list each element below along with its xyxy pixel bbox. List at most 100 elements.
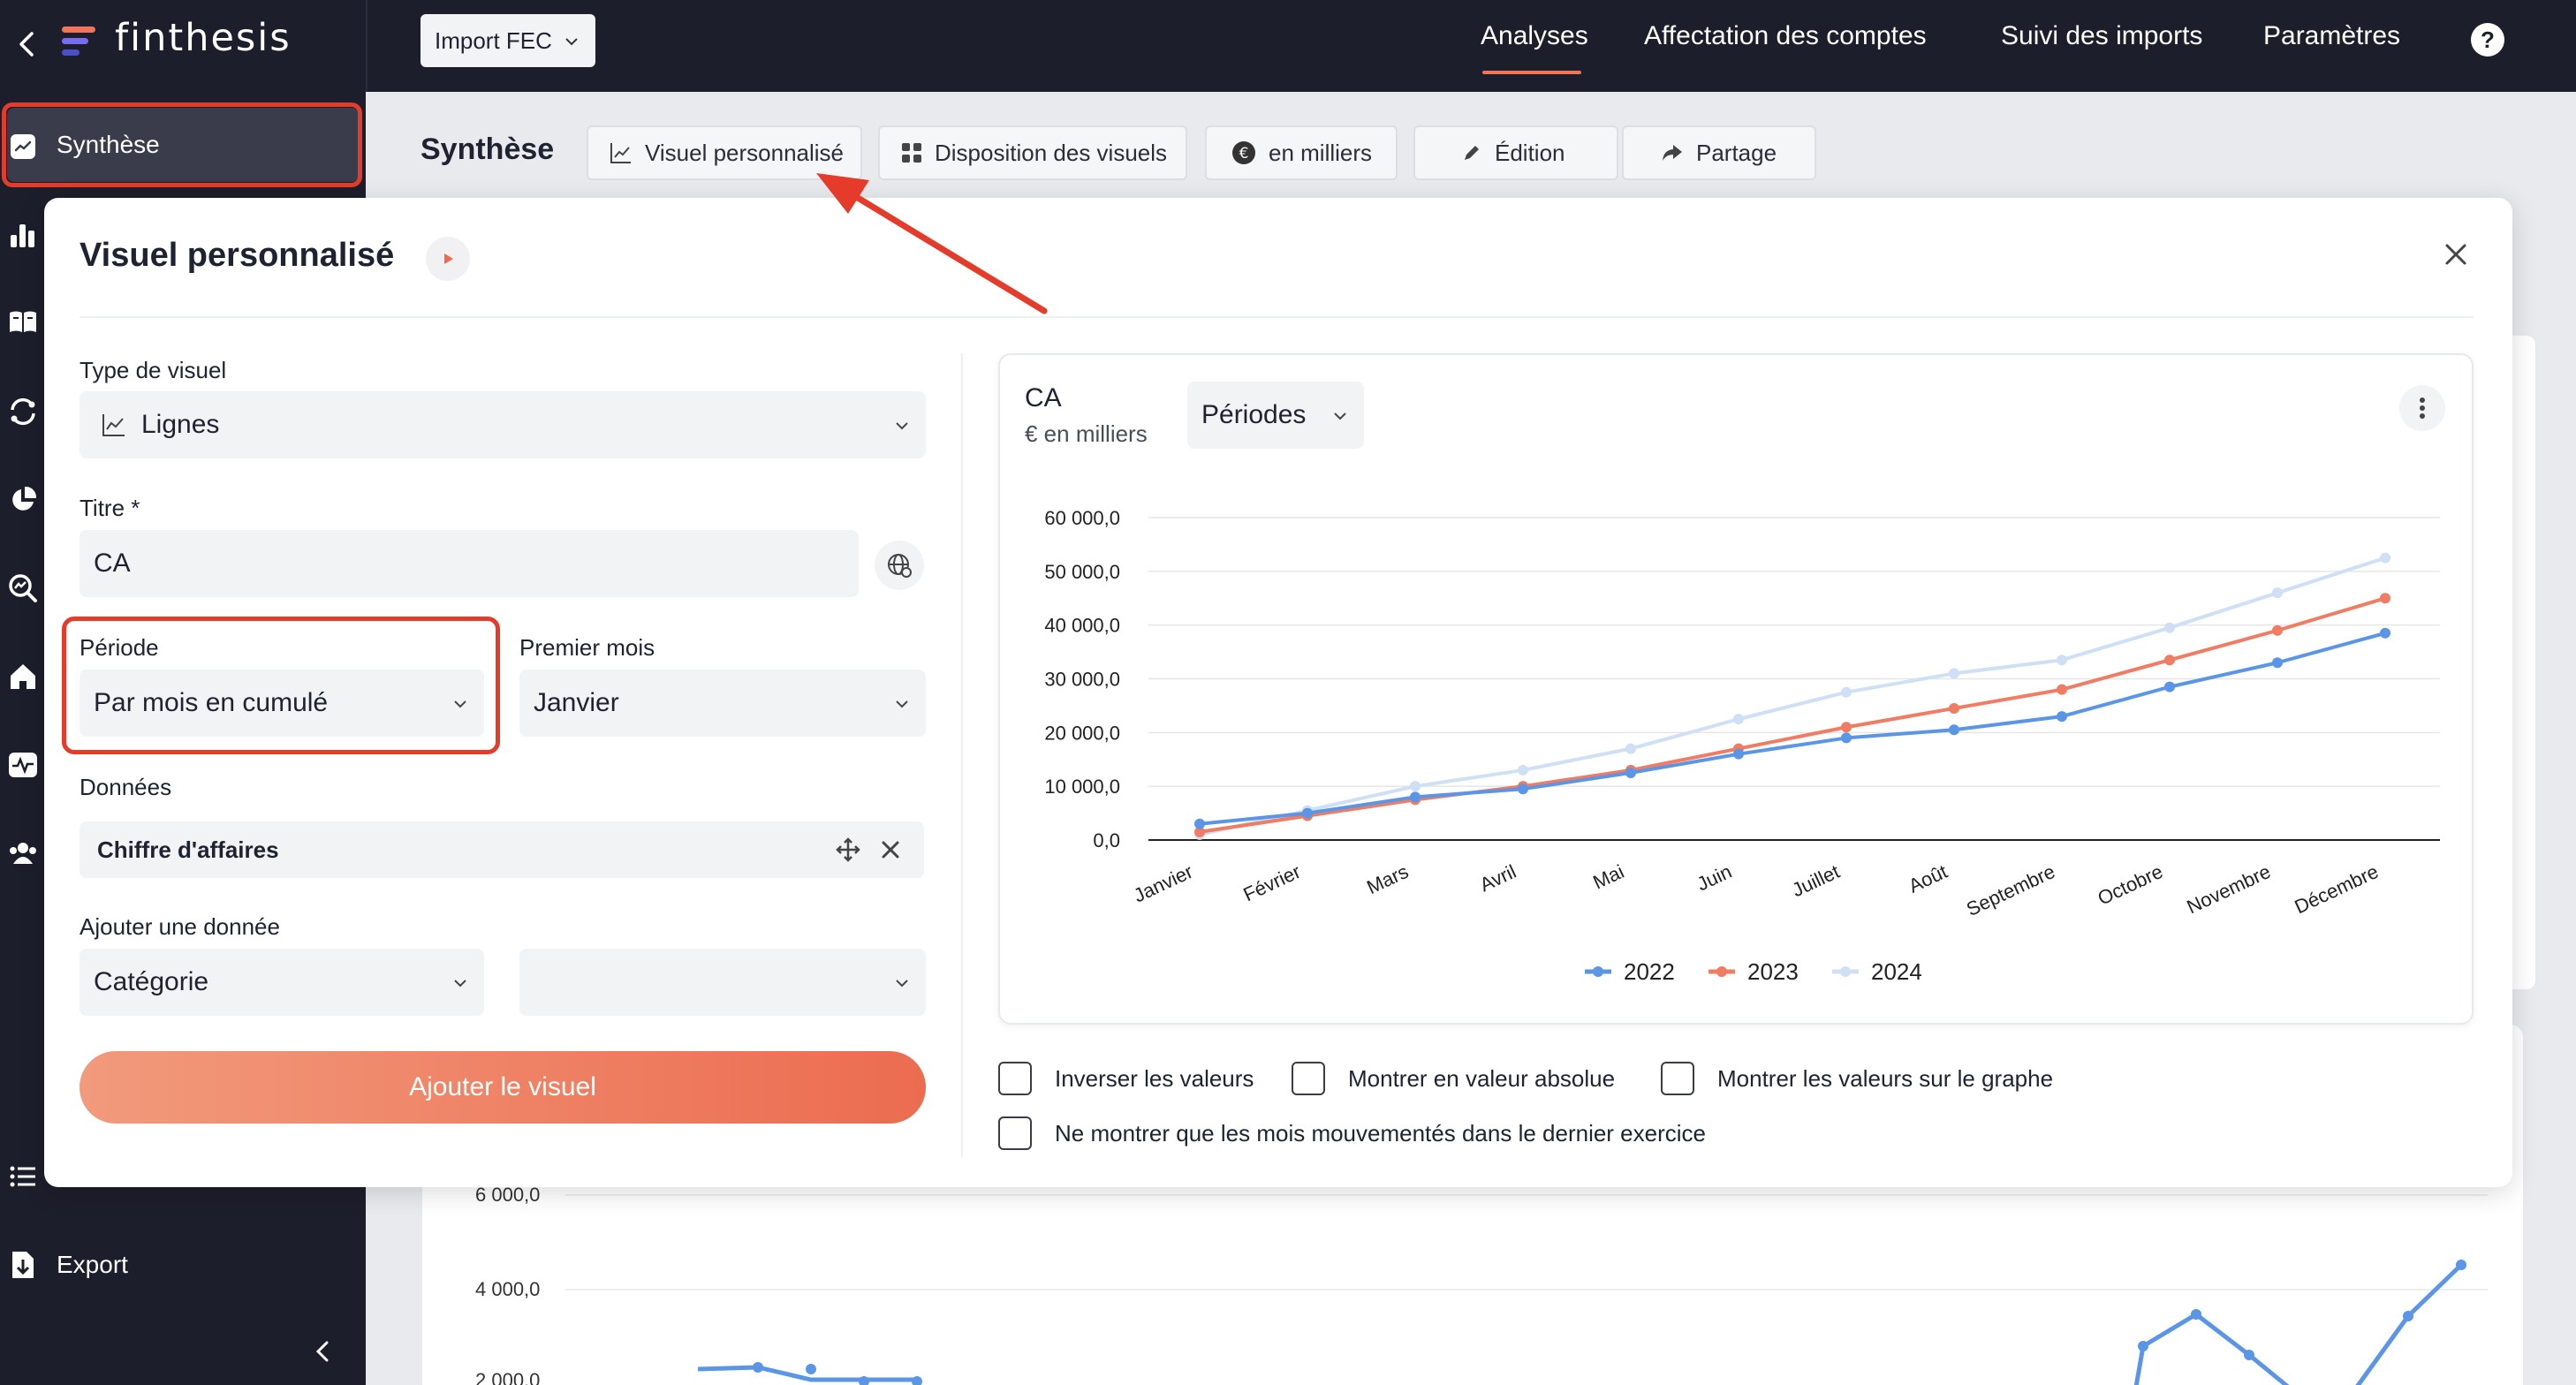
period-label: Période [80,634,159,661]
share-arrow-icon [1663,145,1682,161]
period-select[interactable]: Par mois en cumulé [80,670,484,737]
collapse-chevron-icon[interactable] [309,1337,337,1366]
nav-tab-imports[interactable]: Suivi des imports [2001,21,2203,50]
first-month-value: Janvier [534,688,619,717]
periods-label: Périodes [1201,400,1307,429]
edit-label: Édition [1495,139,1565,166]
sidebar-item-export[interactable]: Export [57,1251,128,1278]
logo-icon [62,26,95,56]
nav-tab-parametres[interactable]: Paramètres [2263,21,2401,50]
line-chart: 60 000,0 50 000,0 40 000,0 30 000,0 20 000,0… [1044,507,2440,985]
thousands-button[interactable]: € en milliers [1205,125,1398,180]
book-icon[interactable] [7,306,39,337]
data-point-2024 [2380,552,2390,564]
x-tick-label: Juillet [1789,860,1844,901]
moved-months-label: Ne montrer que les mois mouvementés dans… [1055,1119,1707,1147]
data-point-2023 [2380,593,2390,604]
add-visual-button[interactable]: Ajouter le visuel [80,1051,926,1124]
sidebar-item-synthese[interactable] [7,108,360,182]
users-icon[interactable] [7,837,39,869]
periods-dropdown[interactable]: Périodes [1187,382,1364,449]
invert-checkbox[interactable] [998,1062,1032,1095]
layout-label: Disposition des visuels [935,139,1168,166]
export-icon[interactable] [7,1249,39,1281]
nav-active-indicator [1482,71,1581,74]
option-moved-months[interactable]: Ne montrer que les mois mouvementés dans… [998,1116,1706,1150]
data-point-2022 [1949,724,1959,736]
back-chevron-icon[interactable] [9,25,48,64]
option-invert[interactable]: Inverser les valeurs [998,1062,1254,1095]
data-point-2023 [2272,624,2283,636]
close-icon[interactable] [2438,237,2474,272]
globe-icon [888,554,912,578]
pie-chart-icon[interactable] [7,484,39,516]
title-input[interactable]: CA [80,530,859,597]
data-point-2024 [2057,655,2067,666]
bar-chart-icon[interactable] [7,219,39,251]
refresh-cycle-icon[interactable] [7,396,39,428]
kebab-icon [2420,397,2425,419]
chart-title: CA [1025,383,1062,412]
legend-label: 2023 [1747,958,1799,985]
option-absolute[interactable]: Montrer en valeur absolue [1292,1062,1615,1095]
move-icon[interactable] [834,836,862,864]
chart-menu-button[interactable] [2399,385,2445,431]
data-point-2022 [1625,767,1636,778]
y-tick-label: 30 000,0 [1044,669,1120,691]
category-select[interactable]: Catégorie [80,949,484,1016]
show-values-checkbox[interactable] [1661,1062,1694,1095]
list-icon[interactable] [7,1161,39,1192]
type-select[interactable]: Lignes [80,391,926,458]
moved-months-checkbox[interactable] [998,1116,1032,1150]
chevron-down-icon [896,422,908,430]
nav-tab-affectation[interactable]: Affectation des comptes [1644,21,1927,50]
category-value: Catégorie [94,967,209,996]
add-data-label: Ajouter une donnée [80,913,280,940]
data-point-2022 [1194,818,1205,829]
chart-unit: € en milliers [1025,420,1148,447]
data-select[interactable] [519,949,926,1016]
home-icon[interactable] [7,661,39,692]
chart-preview-card [998,353,2474,1025]
play-video-button[interactable] [426,237,470,281]
data-point-2022 [1302,807,1313,819]
x-tick-label: Novembre [2184,860,2275,919]
translate-button[interactable] [875,541,924,590]
share-button[interactable]: Partage [1622,125,1816,180]
absolute-checkbox[interactable] [1292,1062,1325,1095]
series-line-2022 [1199,631,2386,826]
nav-tab-analyses[interactable]: Analyses [1481,21,1588,50]
y-tick-label: 10 000,0 [1044,776,1120,798]
y-tick-label: 20 000,0 [1044,722,1120,744]
edit-button[interactable]: Édition [1413,125,1618,180]
import-fec-button[interactable]: Import FEC [420,14,595,67]
chart-line-icon [11,134,35,159]
search-chart-icon[interactable] [7,572,39,604]
type-value: Lignes [141,410,220,439]
help-icon[interactable]: ? [2471,23,2504,57]
legend-marker [1716,966,1727,977]
data-point-2022 [2057,711,2067,723]
data-point-2024 [2272,587,2283,599]
layout-button[interactable]: Disposition des visuels [878,125,1187,180]
legend-marker [1840,966,1851,977]
data-point-2023 [1194,826,1205,837]
data-point-2024 [1733,714,1744,725]
activity-icon[interactable] [7,749,39,781]
invert-label: Inverser les valeurs [1055,1064,1254,1092]
annotation-arrow [816,173,1048,314]
chevron-down-icon [565,38,578,46]
background-y-tick: 2 000,0 [475,1369,541,1385]
share-label: Partage [1696,139,1777,166]
first-month-select[interactable]: Janvier [519,670,926,737]
series-line-2024 [1199,556,2386,836]
x-tick-label: Août [1905,860,1951,897]
custom-visual-button[interactable]: Visuel personnalisé [587,125,862,180]
option-show-values[interactable]: Montrer les valeurs sur le graphe [1661,1062,2053,1095]
line-chart-icon [610,143,631,163]
y-tick-label: 60 000,0 [1044,507,1120,529]
x-tick-label: Octobre [2095,860,2166,910]
remove-icon[interactable] [876,836,905,864]
modal-divider [80,316,2474,318]
x-tick-label: Mars [1363,860,1412,898]
